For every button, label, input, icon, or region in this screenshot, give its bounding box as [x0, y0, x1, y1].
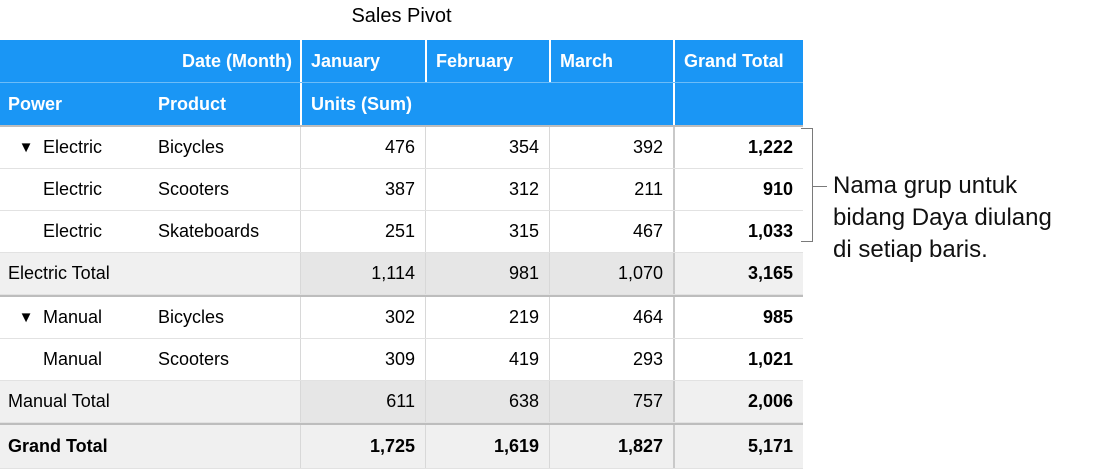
row-total-value: 1,021 [673, 339, 803, 380]
mar-value: 464 [549, 297, 673, 338]
mar-grand-total: 1,827 [549, 425, 673, 468]
callout-line-1: Nama grup untuk [833, 172, 1018, 199]
pivot-table: Date (Month) January February March Gran… [0, 40, 803, 469]
power-value: Electric [43, 137, 103, 157]
header-power-field[interactable]: Power [8, 93, 63, 114]
group-label-manual[interactable]: ▼ Manual [0, 297, 150, 338]
grand-total-row[interactable]: Grand Total 1,725 1,619 1,827 5,171 [0, 423, 803, 469]
product-value: Scooters [158, 179, 230, 199]
mar-subtotal: 757 [549, 381, 673, 422]
callout-line-2: bidang Daya diulang [833, 204, 1052, 231]
jan-subtotal: 1,114 [300, 253, 425, 294]
feb-value: 312 [425, 169, 549, 210]
subtotal-total: 2,006 [673, 381, 803, 422]
collapse-triangle-icon[interactable]: ▼ [18, 309, 34, 326]
jan-value: 387 [300, 169, 425, 210]
callout-line-3: di setiap baris. [833, 236, 988, 263]
header-february[interactable]: February [425, 40, 549, 82]
power-value: Manual [43, 349, 103, 369]
header-row-columns: Date (Month) January February March Gran… [0, 40, 803, 82]
jan-value: 309 [300, 339, 425, 380]
row-total-value: 985 [673, 297, 803, 338]
table-row[interactable]: ▼ Electric Bicycles 476 354 392 1,222 [0, 125, 803, 169]
annotation-bracket [801, 128, 813, 242]
feb-subtotal: 981 [425, 253, 549, 294]
header-grand-total[interactable]: Grand Total [673, 40, 803, 82]
group-label-electric[interactable]: ▼ Electric [0, 127, 150, 168]
jan-value: 476 [300, 127, 425, 168]
power-value: Electric [43, 221, 103, 241]
table-row[interactable]: ▼ Manual Bicycles 302 219 464 985 [0, 295, 803, 339]
header-january[interactable]: January [300, 40, 425, 82]
pivot-title: Sales Pivot [351, 5, 452, 27]
jan-grand-total: 1,725 [300, 425, 425, 468]
grand-total-value: 5,171 [673, 425, 803, 468]
table-row[interactable]: Electric Scooters 387 312 211 910 [0, 169, 803, 211]
annotation-callout: Nama grup untuk bidang Daya diulang di s… [833, 170, 1111, 266]
row-total-value: 1,222 [673, 127, 803, 168]
header-empty [673, 83, 803, 125]
product-value: Skateboards [158, 221, 260, 241]
grand-total-label: Grand Total [8, 436, 108, 456]
table-row[interactable]: Electric Skateboards 251 315 467 1,033 [0, 211, 803, 253]
feb-value: 219 [425, 297, 549, 338]
jan-value: 302 [300, 297, 425, 338]
jan-value: 251 [300, 211, 425, 252]
subtotal-label: Electric Total [8, 263, 110, 283]
feb-grand-total: 1,619 [425, 425, 549, 468]
feb-value: 419 [425, 339, 549, 380]
header-product-field[interactable]: Product [158, 93, 227, 114]
collapse-triangle-icon[interactable]: ▼ [18, 139, 34, 156]
power-value: Manual [43, 307, 103, 327]
mar-value: 211 [549, 169, 673, 210]
row-total-value: 910 [673, 169, 803, 210]
mar-value: 293 [549, 339, 673, 380]
header-units-sum[interactable]: Units (Sum) [300, 83, 673, 125]
subtotal-row-electric[interactable]: Electric Total 1,114 981 1,070 3,165 [0, 253, 803, 295]
product-value: Scooters [158, 349, 230, 369]
jan-subtotal: 611 [300, 381, 425, 422]
product-value: Bicycles [158, 307, 225, 327]
subtotal-total: 3,165 [673, 253, 803, 294]
annotation-leader-line [813, 186, 827, 187]
product-value: Bicycles [158, 137, 225, 157]
header-corner [0, 40, 150, 82]
power-value: Electric [43, 179, 103, 199]
subtotal-label: Manual Total [8, 391, 110, 411]
header-date-field[interactable]: Date (Month) [182, 50, 292, 71]
feb-value: 354 [425, 127, 549, 168]
subtotal-row-manual[interactable]: Manual Total 611 638 757 2,006 [0, 381, 803, 423]
feb-subtotal: 638 [425, 381, 549, 422]
row-total-value: 1,033 [673, 211, 803, 252]
mar-subtotal: 1,070 [549, 253, 673, 294]
header-march[interactable]: March [549, 40, 673, 82]
header-row-fields: Power Product Units (Sum) [0, 82, 803, 125]
feb-value: 315 [425, 211, 549, 252]
mar-value: 392 [549, 127, 673, 168]
mar-value: 467 [549, 211, 673, 252]
table-row[interactable]: Manual Scooters 309 419 293 1,021 [0, 339, 803, 381]
